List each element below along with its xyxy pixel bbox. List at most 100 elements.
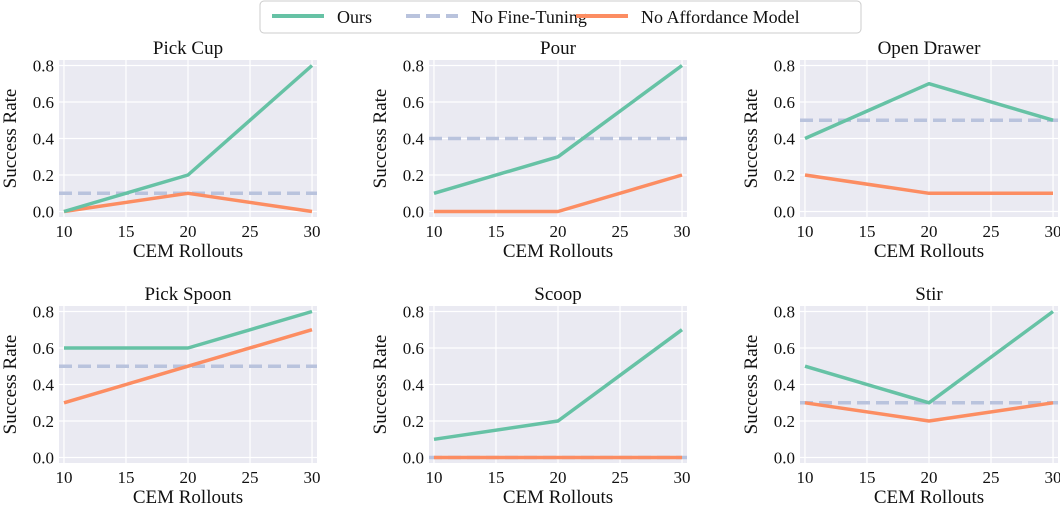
y-axis-label: Success Rate bbox=[741, 335, 762, 435]
series-line-no-affordance-model bbox=[434, 173, 683, 214]
series-line-ours bbox=[804, 81, 1054, 141]
series-line-no-affordance-model bbox=[63, 328, 313, 405]
x-tick-label: 10 bbox=[796, 222, 813, 241]
series-line-no-affordance-model bbox=[804, 401, 1054, 423]
subplot-title: Pour bbox=[540, 38, 577, 59]
subplot-scoop: 10 15 20 25 30 0.0 0.2 0.4 0.6 0.8 Scoop CEM Rollou… bbox=[370, 284, 691, 508]
subplot-grid: 10 15 20 25 30 0.0 0.2 0.4 0.6 0.8 Pick Cup CEM Rol… bbox=[0, 38, 1060, 508]
y-tick-label: 0.2 bbox=[774, 412, 795, 431]
x-axis-label: CEM Rollouts bbox=[503, 487, 613, 508]
x-tick-label: 10 bbox=[425, 222, 442, 241]
y-axis-label: Success Rate bbox=[741, 89, 762, 189]
y-tick-label: 0.0 bbox=[774, 449, 795, 468]
x-tick-label: 20 bbox=[550, 468, 567, 487]
x-tick-label: 30 bbox=[1045, 468, 1060, 487]
x-tick-label: 20 bbox=[180, 222, 197, 241]
x-tick-label: 25 bbox=[983, 222, 1000, 241]
y-tick-label: 0.4 bbox=[33, 376, 55, 395]
x-tick-label: 10 bbox=[796, 468, 813, 487]
x-tick-label: 20 bbox=[180, 468, 197, 487]
y-tick-label: 0.2 bbox=[774, 166, 795, 185]
x-tick-label: 25 bbox=[612, 468, 629, 487]
x-tick-label: 30 bbox=[674, 468, 691, 487]
x-tick-label: 20 bbox=[550, 222, 567, 241]
x-tick-label: 20 bbox=[921, 222, 938, 241]
y-tick-label: 0.4 bbox=[774, 376, 796, 395]
x-tick-label: 30 bbox=[674, 222, 691, 241]
x-axis-label: CEM Rollouts bbox=[133, 241, 243, 262]
x-tick-label: 15 bbox=[487, 222, 504, 241]
subplot-pour: 10 15 20 25 30 0.0 0.2 0.4 0.6 0.8 Pour CEM Rollout… bbox=[370, 38, 691, 262]
y-tick-label: 0.4 bbox=[403, 130, 425, 149]
x-tick-label: 15 bbox=[117, 222, 134, 241]
series-line-no-affordance-model bbox=[63, 191, 313, 214]
x-axis-label: CEM Rollouts bbox=[133, 487, 243, 508]
subplot-title: Scoop bbox=[534, 284, 582, 305]
y-axis-label: Success Rate bbox=[370, 335, 391, 435]
legend: Ours No Fine-Tuning No Affordance Model bbox=[259, 0, 862, 34]
y-tick-label: 0.4 bbox=[33, 130, 55, 149]
x-tick-label: 15 bbox=[487, 468, 504, 487]
x-tick-label: 25 bbox=[242, 468, 259, 487]
x-tick-label: 30 bbox=[304, 222, 321, 241]
y-tick-label: 0.6 bbox=[403, 93, 424, 112]
y-tick-label: 0.8 bbox=[403, 56, 424, 75]
x-axis-label: CEM Rollouts bbox=[503, 241, 613, 262]
y-axis-label: Success Rate bbox=[370, 89, 391, 189]
x-tick-label: 15 bbox=[117, 468, 134, 487]
y-tick-label: 0.8 bbox=[774, 56, 795, 75]
x-tick-label: 30 bbox=[304, 468, 321, 487]
series-line-ours bbox=[433, 328, 684, 442]
y-tick-label: 0.8 bbox=[33, 302, 54, 321]
y-tick-label: 0.2 bbox=[403, 412, 424, 431]
y-tick-label: 0.0 bbox=[403, 449, 424, 468]
subplot-title: Stir bbox=[915, 284, 943, 305]
series-line-no-affordance-model bbox=[804, 173, 1053, 196]
subplot-title: Pick Spoon bbox=[144, 284, 232, 305]
x-axis-label: CEM Rollouts bbox=[874, 241, 984, 262]
legend-label-no-fine-tuning: No Fine-Tuning bbox=[471, 7, 587, 27]
x-tick-label: 30 bbox=[1045, 222, 1060, 241]
series-line-ours bbox=[804, 310, 1055, 405]
legend-label-ours: Ours bbox=[337, 7, 372, 27]
y-tick-label: 0.8 bbox=[403, 302, 424, 321]
x-tick-label: 25 bbox=[983, 468, 1000, 487]
x-tick-label: 10 bbox=[55, 468, 72, 487]
y-tick-label: 0.6 bbox=[33, 339, 54, 358]
x-axis-label: CEM Rollouts bbox=[874, 487, 984, 508]
legend-frame bbox=[259, 0, 862, 34]
legend-label-no-affordance-model: No Affordance Model bbox=[641, 7, 800, 27]
subplot-title: Pick Cup bbox=[153, 38, 223, 59]
x-tick-label: 20 bbox=[921, 468, 938, 487]
series-line-ours bbox=[64, 309, 313, 350]
y-tick-label: 0.2 bbox=[33, 412, 54, 431]
y-tick-label: 0.0 bbox=[774, 203, 795, 222]
y-tick-label: 0.2 bbox=[403, 166, 424, 185]
x-tick-label: 10 bbox=[55, 222, 72, 241]
x-tick-label: 15 bbox=[858, 468, 875, 487]
subplot-stir: 10 15 20 25 30 0.0 0.2 0.4 0.6 0.8 Stir CEM Rollout… bbox=[741, 284, 1060, 508]
series-line-ours bbox=[433, 64, 684, 195]
y-tick-label: 0.8 bbox=[774, 302, 795, 321]
series-line-ours bbox=[63, 64, 314, 214]
subplot-pick-cup: 10 15 20 25 30 0.0 0.2 0.4 0.6 0.8 Pick Cup CEM Rol… bbox=[0, 38, 321, 262]
y-tick-label: 0.0 bbox=[33, 449, 54, 468]
y-axis-label: Success Rate bbox=[0, 335, 21, 435]
x-tick-label: 10 bbox=[425, 468, 442, 487]
y-tick-label: 0.0 bbox=[33, 203, 54, 222]
y-tick-label: 0.6 bbox=[774, 93, 795, 112]
y-tick-label: 0.6 bbox=[774, 339, 795, 358]
y-tick-label: 0.4 bbox=[403, 376, 425, 395]
x-tick-label: 25 bbox=[612, 222, 629, 241]
y-tick-label: 0.4 bbox=[774, 130, 796, 149]
y-tick-label: 0.6 bbox=[33, 93, 54, 112]
y-tick-label: 0.8 bbox=[33, 56, 54, 75]
y-axis-label: Success Rate bbox=[0, 89, 21, 189]
y-tick-label: 0.0 bbox=[403, 203, 424, 222]
x-tick-label: 25 bbox=[242, 222, 259, 241]
y-tick-label: 0.2 bbox=[33, 166, 54, 185]
subplot-title: Open Drawer bbox=[878, 38, 982, 59]
subplot-pick-spoon: 10 15 20 25 30 0.0 0.2 0.4 0.6 0.8 Pick Spoon CEM R… bbox=[0, 284, 321, 508]
y-tick-label: 0.6 bbox=[403, 339, 424, 358]
